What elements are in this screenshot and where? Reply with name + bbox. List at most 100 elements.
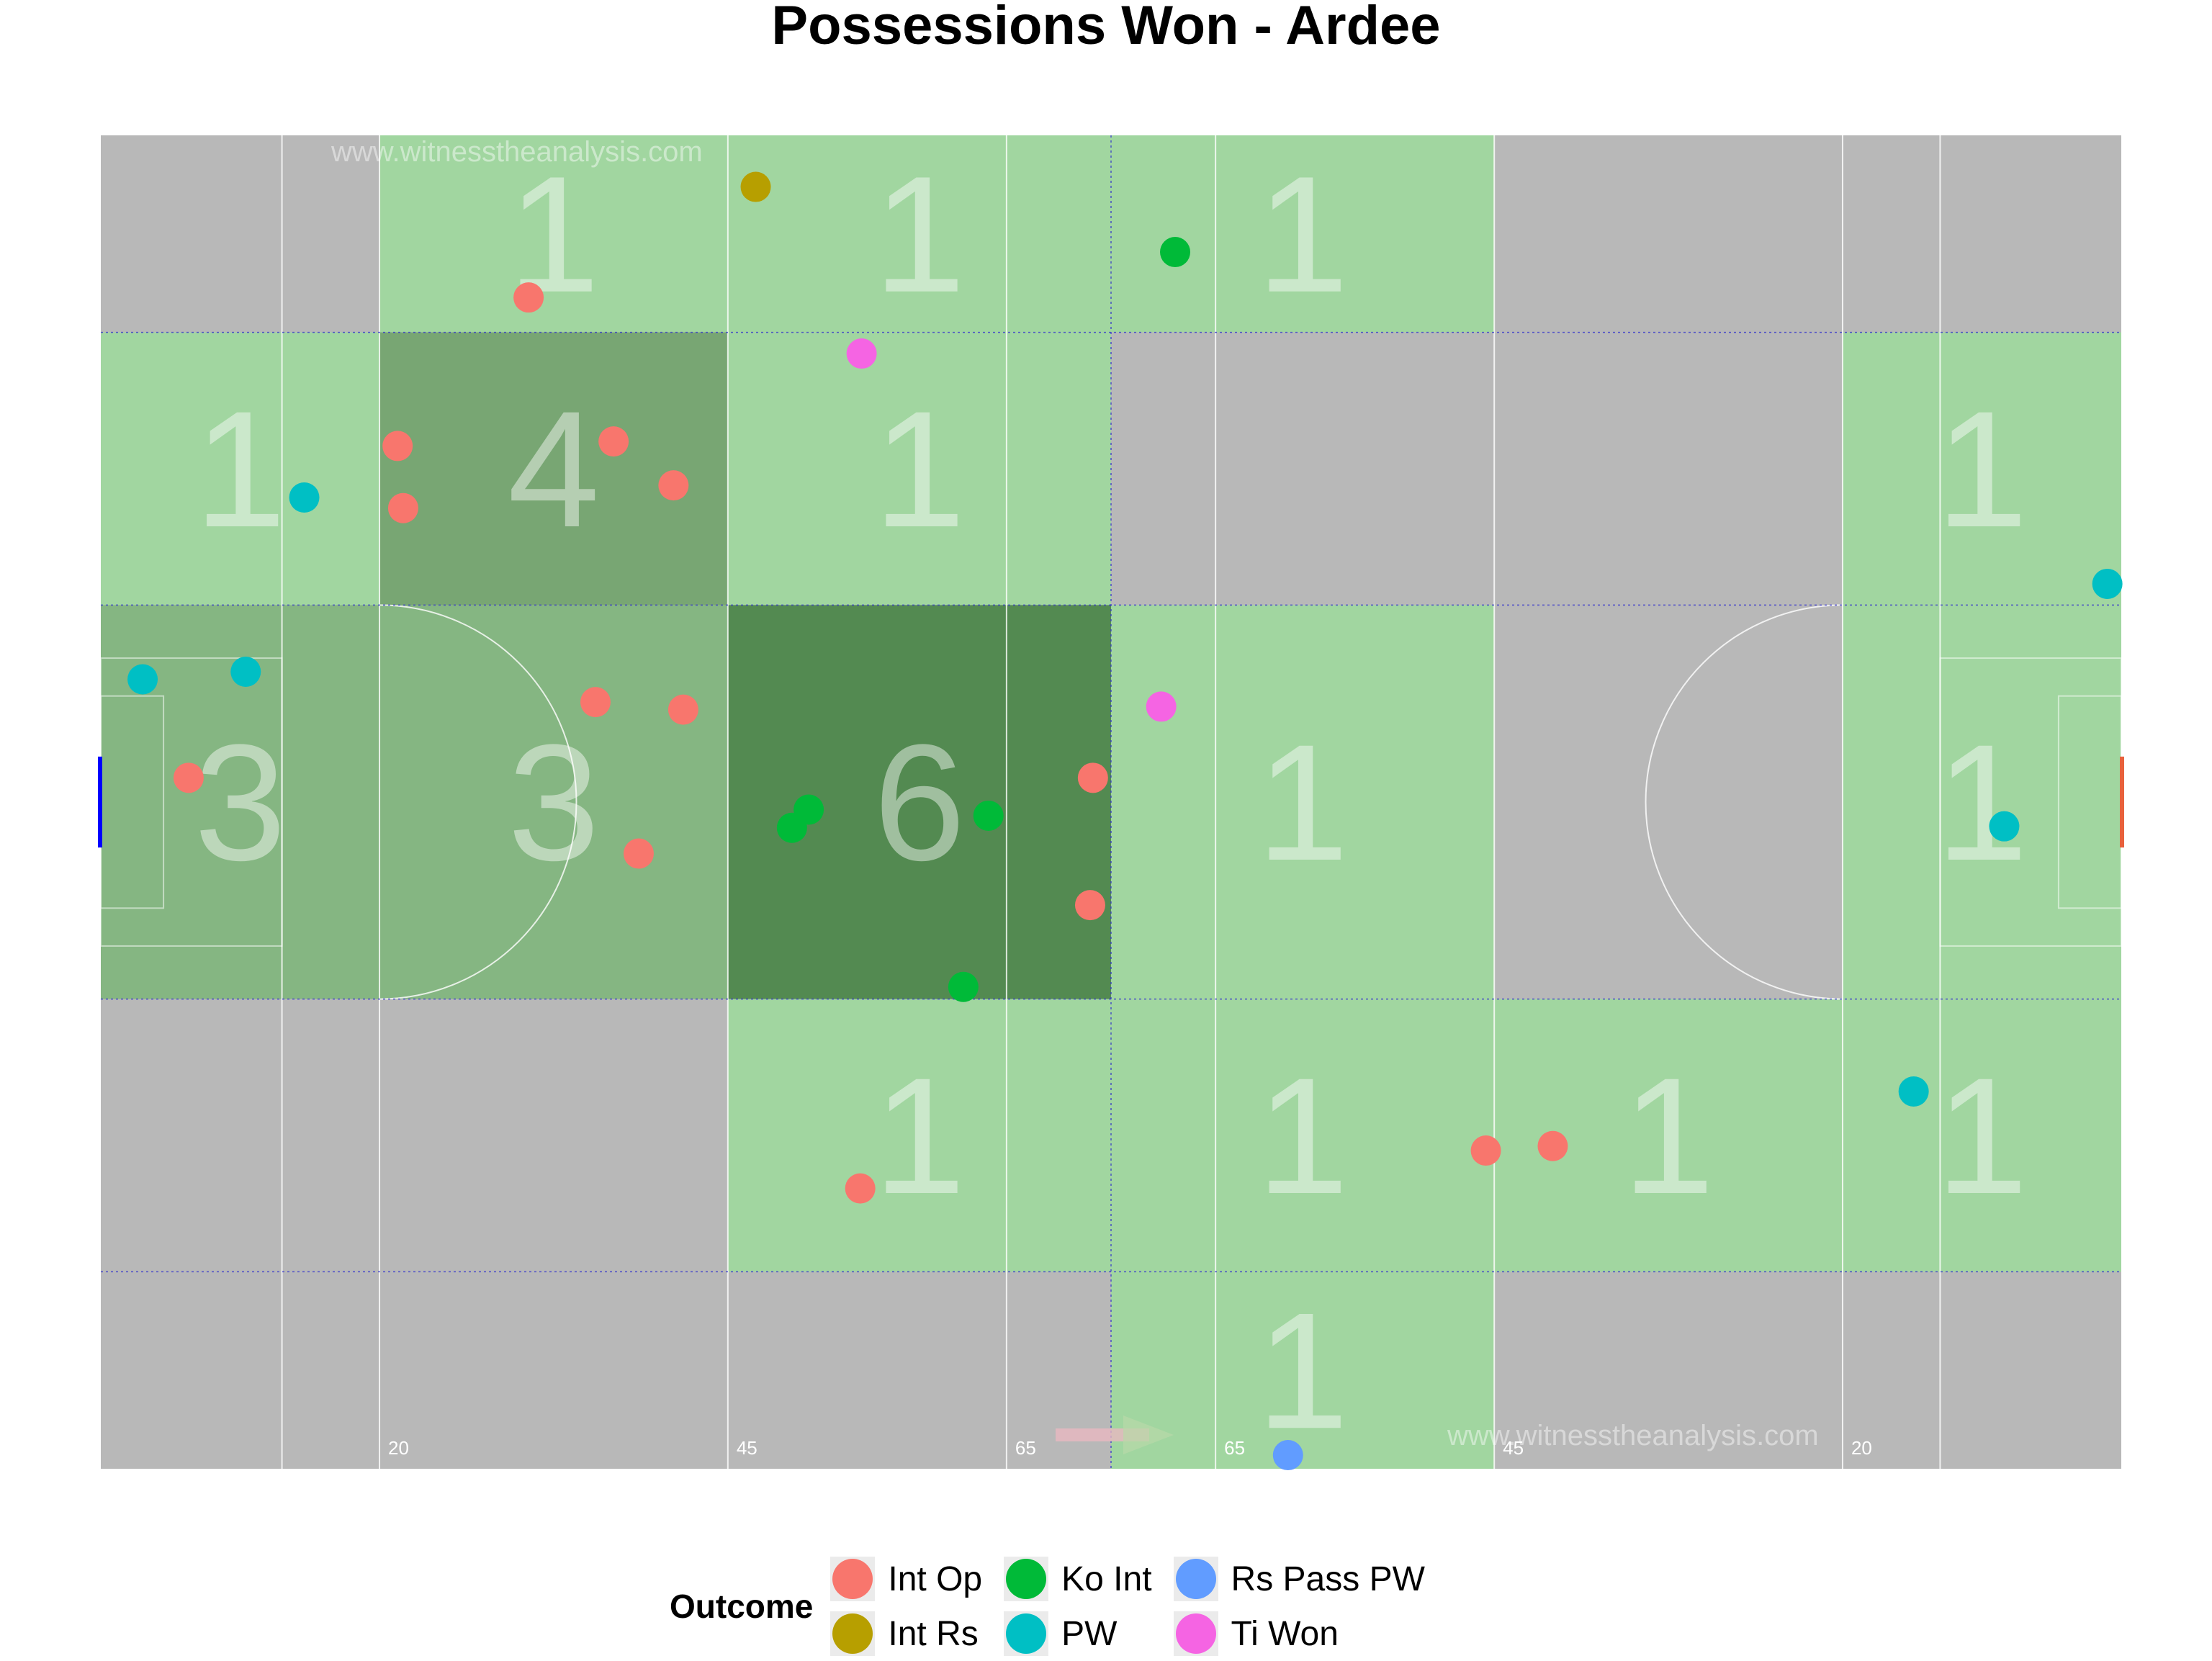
zone-cell [1842,332,2121,606]
legend-label: PW [1061,1614,1118,1653]
zone-cell [379,605,728,999]
zone-cell [1111,1271,1495,1469]
zone-cell [1111,605,1495,999]
point-pw [1898,1076,1929,1107]
zone-cell [727,332,1111,606]
point-pw [1989,811,2020,842]
point-ko-int [948,971,979,1002]
distance-labels: 20 45 65 65 45 20 [388,1437,1872,1459]
point-pw [289,482,320,513]
chart-title: Possessions Won - Ardee [771,0,1441,56]
zone-count-label: 1 [1256,1278,1349,1463]
watermark-bottom: www.witnesstheanalysis.com [1447,1420,1819,1451]
legend-label: Rs Pass PW [1231,1559,1425,1598]
zone-cell [1842,999,2121,1272]
distance-label: 45 [1503,1437,1524,1459]
watermark-top: www.witnesstheanalysis.com [331,136,703,168]
point-int-op [173,762,204,793]
zone-cell [1842,605,2121,999]
point-int-op [845,1173,876,1204]
point-int-op [513,282,544,313]
legend-title: Outcome [670,1588,814,1625]
point-int-op [1074,890,1105,921]
zone-count-label: 1 [1256,142,1349,327]
zone-cell [727,605,1111,999]
legend-label: Int Op [888,1559,983,1598]
zone-count-label: 1 [1256,710,1349,895]
direction-arrow-icon [1056,1415,1174,1454]
point-pw [2092,568,2123,599]
zone-cell [379,135,728,333]
zone-count-label: 6 [873,710,966,895]
zone-count-label: 1 [873,1043,966,1228]
point-ti-won [846,338,877,369]
legend-item: Ko Int [1004,1552,1152,1606]
point-int-op [1470,1135,1501,1166]
zone-count-label: 3 [508,710,600,895]
zone-count-label: 1 [1936,710,2028,895]
legend-label: Ko Int [1061,1559,1152,1598]
zone-count-label: 1 [1936,1043,2028,1228]
data-points [127,171,2123,1471]
zone-count-label: 1 [1936,377,2028,562]
distance-label: 65 [1224,1437,1245,1459]
legend-column: Int Op Int Rs [830,1552,982,1661]
distance-label: 20 [388,1437,409,1459]
legend-dot-icon [1175,1559,1216,1599]
point-pw [230,657,261,688]
zone-cell [1111,999,1495,1272]
point-int-op [598,426,629,457]
pitch-arc-right [1645,604,1843,1000]
point-int-op [580,687,611,718]
distance-label: 45 [737,1437,757,1459]
zone-count-label: 1 [194,377,287,562]
legend-item: Int Rs [830,1606,982,1661]
zone-counts: 1 1 11 4 1 13 3 6 1 11 1 1 11 [194,142,2028,1463]
point-ko-int [973,800,1004,831]
legend: Outcome Int Op Int Rs Ko Int PW Rs Pass PW Ti… [670,1552,1447,1661]
legend-item: Ti Won [1173,1606,1425,1661]
legend-dot-icon [832,1559,873,1599]
zone-cell [727,135,1111,333]
legend-dot-icon [832,1613,873,1654]
point-int-op [658,470,689,501]
goal-right [2120,756,2124,848]
point-int-op [387,492,418,523]
goal-left [98,756,102,848]
legend-dot-icon [1006,1613,1047,1654]
legend-dot-icon [1175,1613,1216,1654]
legend-column: Ko Int PW [1004,1552,1152,1661]
legend-column: Rs Pass PW Ti Won [1173,1552,1425,1661]
point-int-op [1537,1130,1568,1161]
point-ti-won [1146,691,1177,722]
point-int-op [382,431,413,462]
point-int-op [1077,762,1108,793]
zone-count-label: 1 [1622,1043,1714,1228]
zone-count-label: 1 [873,377,966,562]
zone-cell [379,332,728,606]
distance-label: 65 [1015,1437,1036,1459]
pitch-arc-left [379,604,577,1000]
zone-gridlines [101,135,2121,1469]
point-pw [127,664,158,695]
legend-dot-icon [1006,1559,1047,1599]
pitch-markings [98,135,2124,1469]
legend-label: Int Rs [888,1614,979,1653]
point-rs-pass-pw [1272,1440,1303,1471]
point-int-rs [740,171,771,202]
zone-cell [1111,135,1495,333]
zone-cell [727,999,1111,1272]
zone-count-label: 1 [873,142,966,327]
distance-label: 20 [1851,1437,1872,1459]
zone-count-label: 3 [194,710,287,895]
zone-cell [101,332,380,606]
legend-columns: Int Op Int Rs Ko Int PW Rs Pass PW Ti Won [830,1552,1447,1661]
point-int-op [623,838,654,869]
zone-count-label: 1 [1256,1043,1349,1228]
point-ko-int [1160,237,1191,268]
legend-item: Rs Pass PW [1173,1552,1425,1606]
point-ko-int [776,812,807,843]
legend-item: PW [1004,1606,1151,1661]
legend-item: Int Op [830,1552,982,1606]
